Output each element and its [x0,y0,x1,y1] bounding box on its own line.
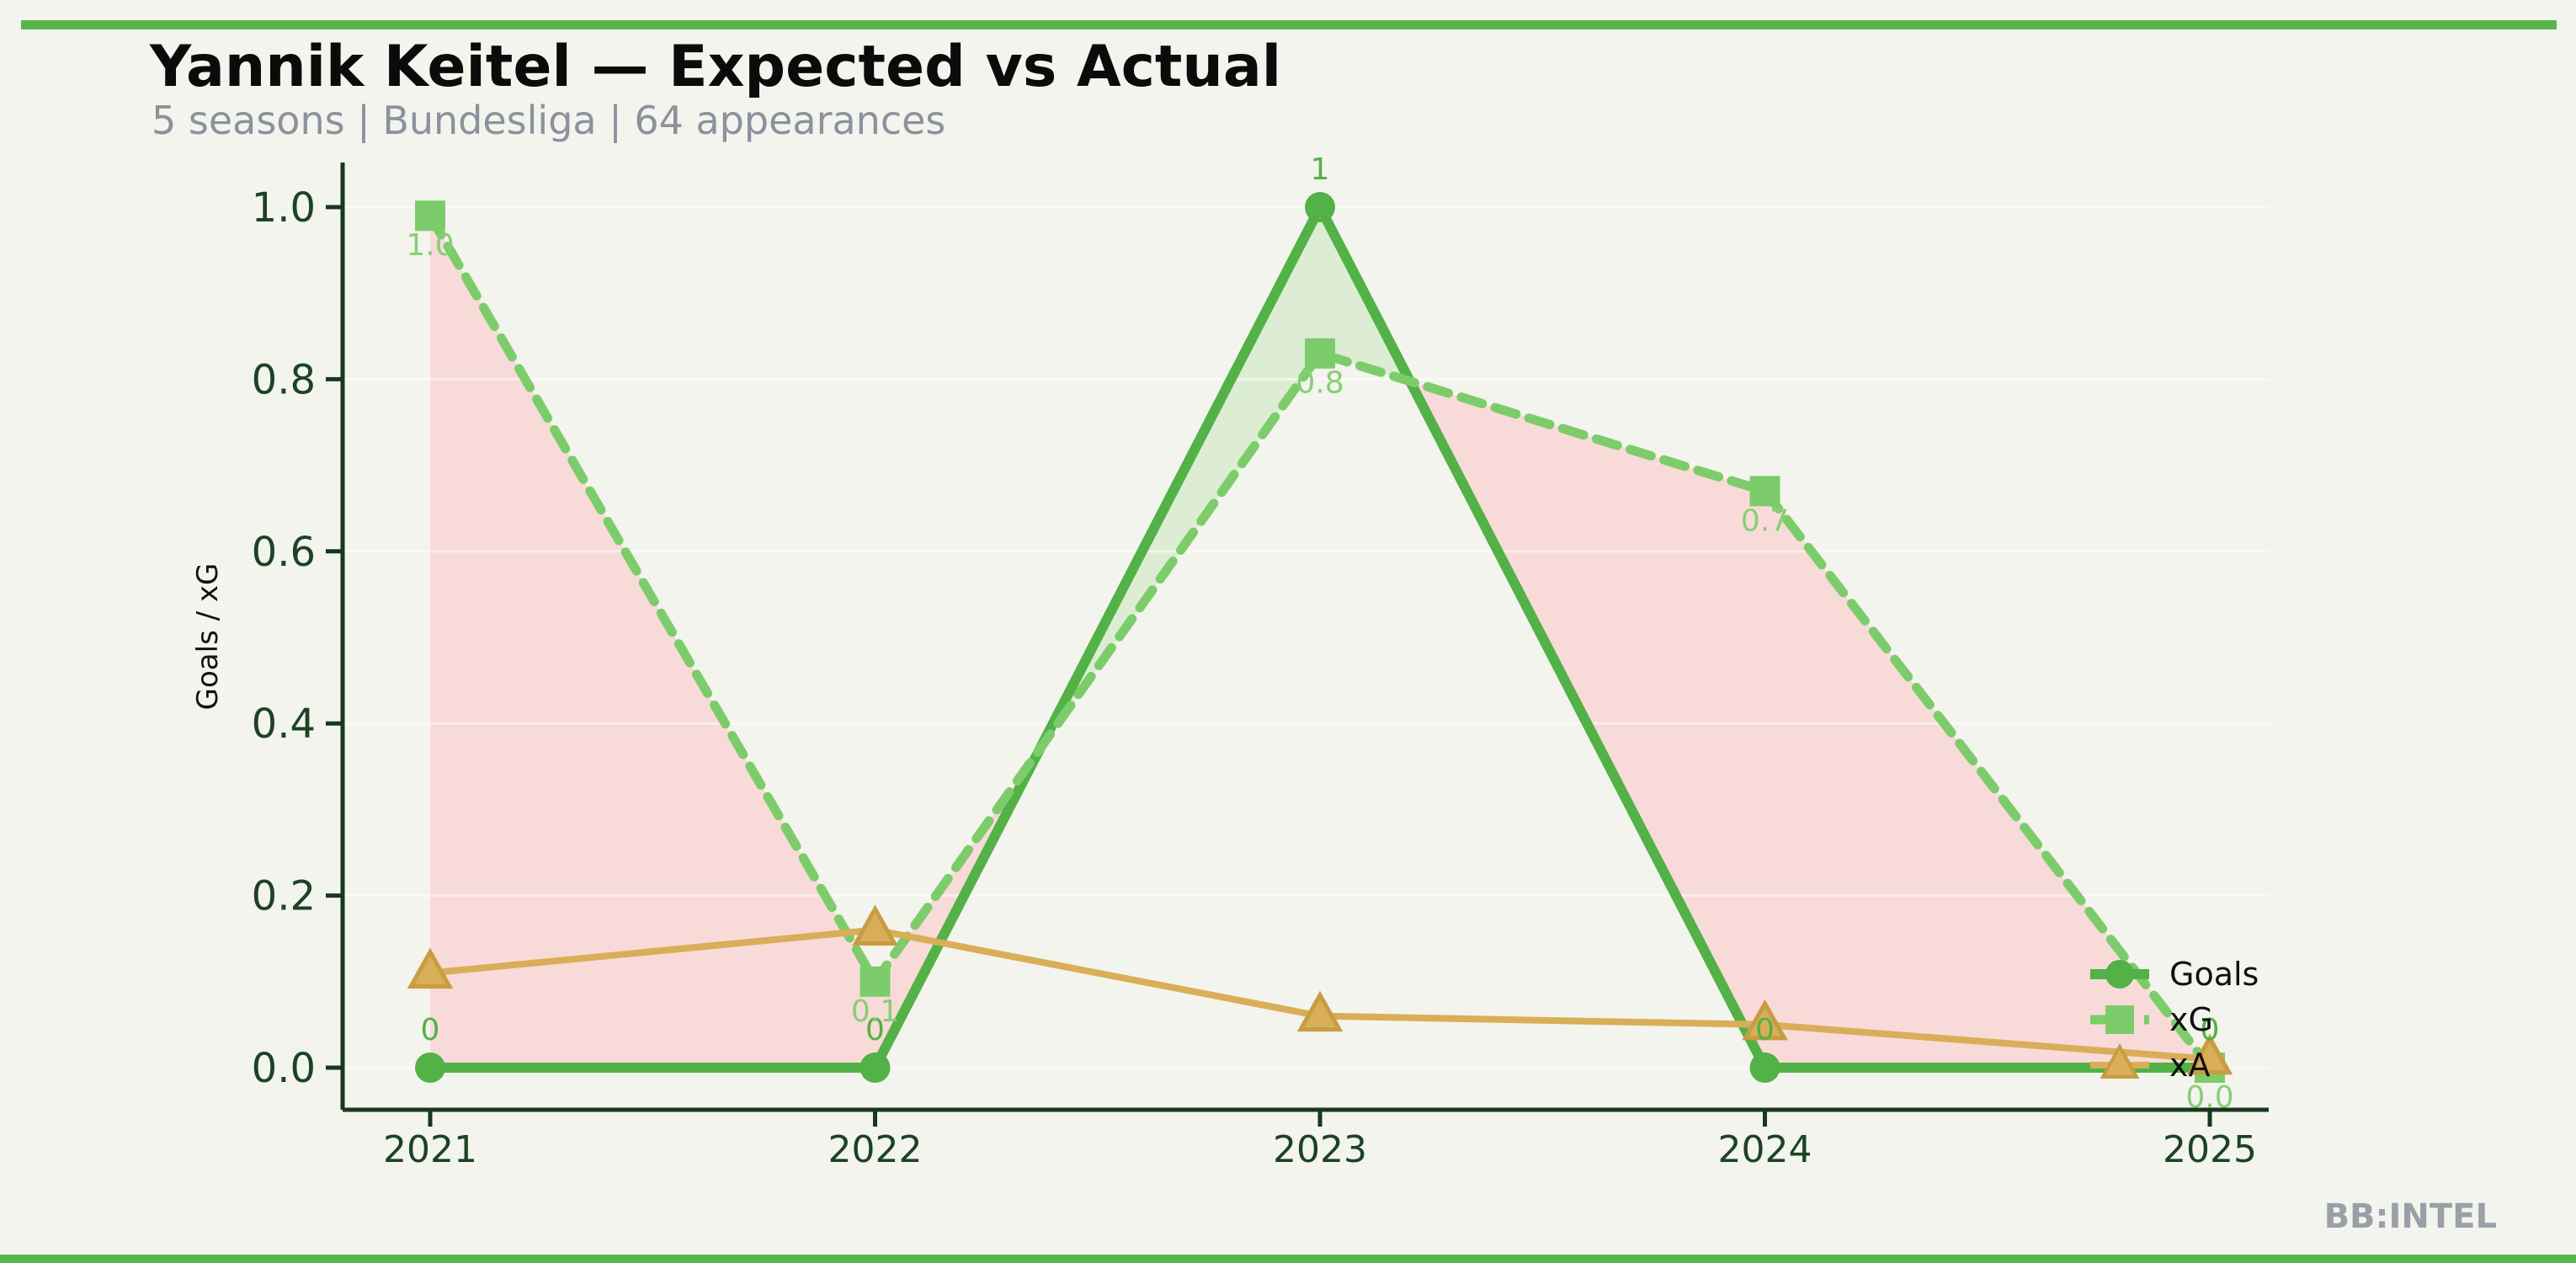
data-series [407,192,2233,1083]
xg-point-label: 0.1 [851,994,899,1029]
xa-marker [852,904,898,946]
y-tick-label: 1.0 [252,184,316,232]
xa-marker [1296,990,1344,1032]
xg-marker [1749,476,1780,507]
x-tick-label: 2024 [1718,1128,1812,1171]
goals-marker [1749,1052,1780,1083]
xa-marker [2186,1033,2233,1075]
xg-point-label: 0.8 [1296,366,1344,401]
y-axis-title: Goals / xG [191,563,225,711]
y-tick-label: 0.8 [252,356,316,403]
xg-point-label: 0.7 [1741,504,1789,538]
legend-xg-marker [2105,1005,2134,1034]
legend-label: xG [2169,1001,2213,1038]
legend-label: Goals [2169,956,2259,993]
xg-marker [860,966,891,997]
x-tick-label: 2022 [828,1128,923,1171]
y-tick-label: 0.2 [252,873,316,920]
goals-marker [415,1052,445,1083]
point-labels: 0 010 01.00.10.80.70.0 [406,152,2233,1115]
xg-marker [415,200,445,232]
bottom-accent-bar [0,1255,2576,1263]
x-tick-label: 2023 [1273,1128,1367,1171]
watermark-logo: BB:INTEL [2323,1197,2497,1236]
legend: Goals xG xA [2090,956,2259,1084]
goals-point-label: 0 [1755,1013,1775,1047]
y-tick-label: 0.4 [252,701,316,748]
page-subtitle: 5 seasons | Bundesliga | 64 appearances [152,98,946,143]
y-tick-label: 0.6 [252,529,316,576]
goals-point-label: 0 [421,1013,440,1047]
top-accent-bar [21,20,2557,29]
goals-marker [860,1052,891,1083]
xg-line [425,210,2215,1073]
goals-point-label: 0 [2201,1013,2220,1047]
legend-goals-marker [2105,960,2134,989]
goals-marker [1305,192,1335,222]
legend-label: xA [2169,1047,2210,1084]
goals-point-label: 0 [865,1013,885,1047]
xg-point-label: 1.0 [406,228,454,263]
axes: 0.0 0.2 0.4 0.6 0.8 1.0 2021 2022 2023 2024 2025 Go… [191,163,2269,1171]
x-tick-label: 2025 [2163,1128,2257,1171]
goals-point-label: 1 [1311,152,1330,187]
page-title: Yannik Keitel — Expected vs Actual [150,34,1282,100]
xg-marker [1305,338,1335,369]
xa-marker [1742,999,1788,1041]
xa-marker [407,947,454,989]
fill-between-areas [430,207,2210,1068]
y-tick-label: 0.0 [252,1045,316,1092]
x-tick-label: 2021 [383,1128,477,1171]
underperformance-area [430,216,876,1068]
legend-xa-marker [2100,1042,2140,1079]
